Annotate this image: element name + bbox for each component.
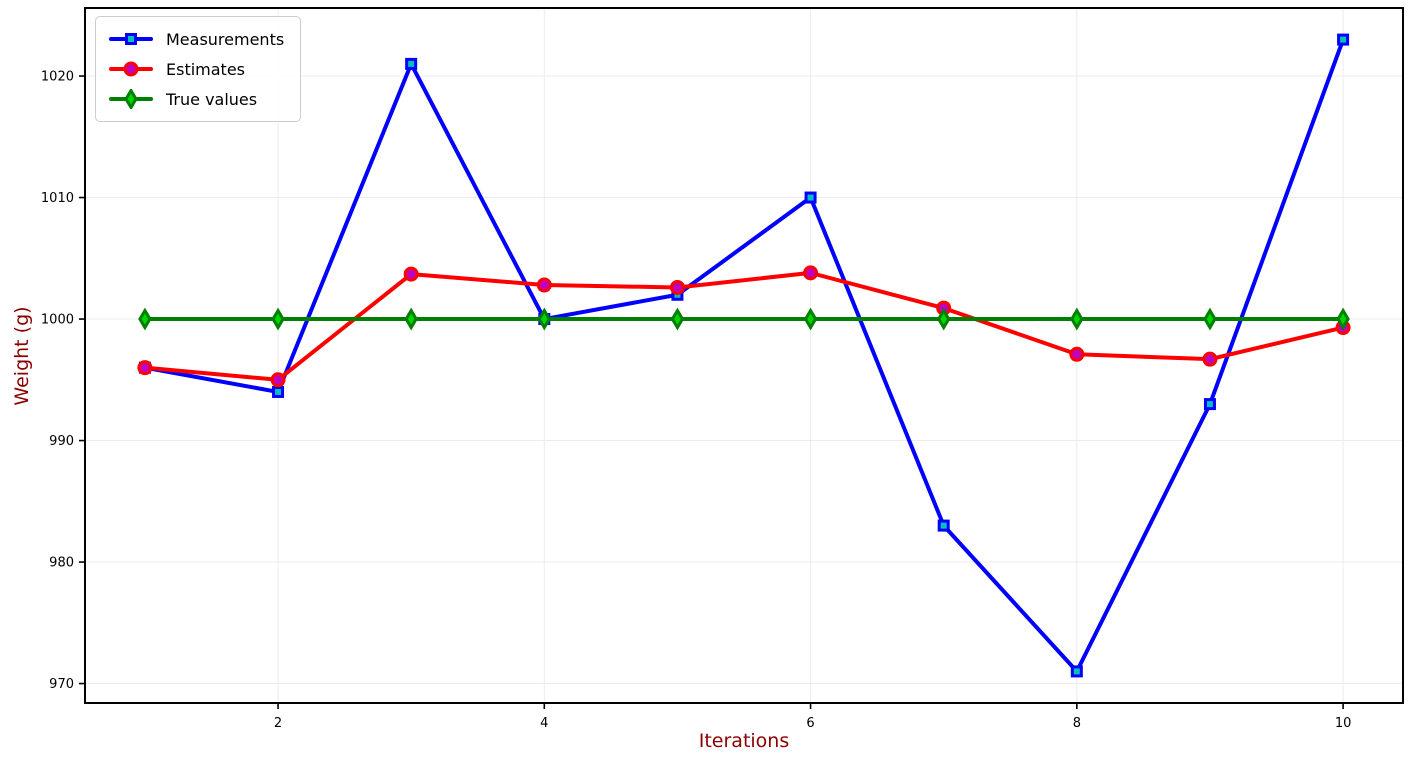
y-tick-label: 1020: [41, 70, 74, 85]
legend-label: Measurements: [166, 29, 285, 49]
data-point-measurements: [804, 191, 817, 204]
data-point-true-values: [803, 307, 818, 331]
x-tick-label: 4: [540, 716, 548, 731]
data-point-true-values: [537, 307, 552, 331]
legend-label: True values: [166, 89, 258, 109]
data-point-true-values: [1336, 307, 1350, 331]
data-point-estimates: [536, 277, 552, 293]
data-point-measurements: [405, 57, 418, 70]
true-values-line-swatch-icon: [109, 89, 153, 109]
data-point-true-values: [1070, 307, 1084, 331]
data-point-estimates: [123, 61, 139, 77]
x-tick-label: 6: [806, 716, 814, 731]
x-tick-label: 10: [1335, 716, 1352, 731]
x-tick-label: 8: [1073, 716, 1081, 731]
data-point-true-values: [138, 307, 152, 331]
y-tick-label: 990: [49, 434, 74, 449]
data-point-measurements: [1070, 665, 1083, 678]
data-point-measurements: [125, 33, 137, 45]
legend-item-measurements: Measurements: [108, 24, 284, 54]
data-point-estimates: [669, 279, 685, 295]
measurements-line-swatch-icon: [109, 33, 153, 45]
legend-label: Estimates: [166, 59, 246, 79]
data-point-measurements: [1337, 33, 1350, 46]
data-point-estimates: [270, 372, 286, 388]
y-tick-label: 1000: [41, 313, 74, 328]
data-point-true-values: [670, 307, 685, 331]
data-point-estimates: [803, 265, 819, 281]
series-line-measurements: [142, 37, 1346, 674]
data-point-estimates: [1069, 346, 1085, 362]
legend-item-true-values: True values: [108, 84, 284, 114]
data-point-true-values: [936, 307, 951, 331]
data-point-true-values: [404, 307, 418, 331]
legend: Measurements Estimates True values: [95, 16, 302, 122]
data-point-true-values: [271, 307, 285, 331]
x-axis-label: Iterations: [698, 730, 790, 752]
data-point-true-values: [124, 89, 138, 109]
legend-item-estimates: Estimates: [108, 54, 284, 84]
data-point-measurements: [937, 519, 950, 532]
data-point-estimates: [137, 360, 153, 376]
plot-border: [84, 7, 1404, 704]
data-point-estimates: [403, 266, 419, 282]
y-tick-label: 1010: [41, 191, 74, 206]
data-point-measurements: [272, 385, 285, 398]
data-point-measurements: [1203, 398, 1216, 411]
estimates-line-swatch-icon: [109, 61, 153, 77]
y-tick-label: 970: [49, 677, 74, 692]
y-axis-label: Weight (g): [11, 306, 33, 406]
data-point-estimates: [1202, 351, 1218, 367]
y-tick-label: 980: [49, 556, 74, 571]
series-line-estimates: [142, 270, 1346, 382]
data-point-true-values: [1203, 307, 1217, 331]
x-tick-label: 2: [274, 716, 282, 731]
